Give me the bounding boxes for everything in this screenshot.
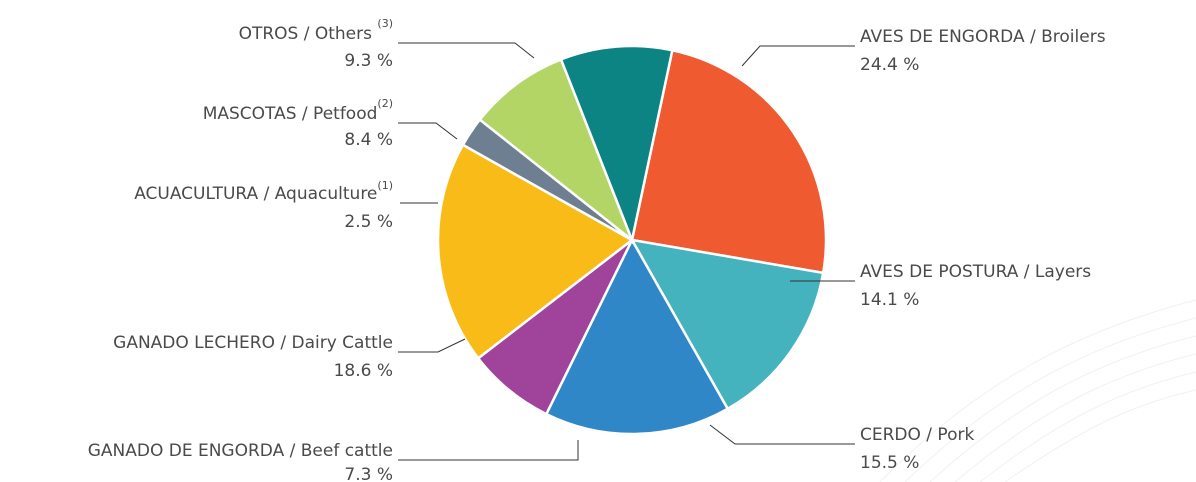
slice-name-pork: CERDO / Pork	[860, 425, 974, 445]
footnote-marker-petfood: (2)	[377, 97, 393, 110]
slice-value-beef-cattle: 7.3 %	[344, 465, 393, 482]
slice-label-petfood: MASCOTAS / Petfood(2)	[203, 97, 393, 124]
slice-pork	[544, 237, 730, 436]
slice-label-layers: AVES DE POSTURA / Layers	[860, 262, 1091, 282]
slice-value-aquaculture: 2.5 %	[344, 212, 393, 232]
slice-name-petfood: MASCOTAS / Petfood	[203, 104, 378, 124]
slice-name-layers: AVES DE POSTURA / Layers	[860, 262, 1091, 282]
slice-label-others: OTROS / Others (3)	[239, 17, 393, 44]
slice-name-aquaculture: ACUACULTURA / Aquaculture	[134, 184, 377, 204]
slice-name-others: OTROS / Others	[239, 24, 378, 44]
pie-slices	[436, 44, 828, 436]
slice-label-aquaculture: ACUACULTURA / Aquaculture(1)	[134, 179, 393, 204]
slice-value-dairy-cattle: 18.6 %	[334, 361, 393, 381]
slice-label-broilers: AVES DE ENGORDA / Broilers	[860, 27, 1106, 47]
background-waves	[879, 299, 1196, 482]
slice-label-dairy-cattle: GANADO LECHERO / Dairy Cattle	[113, 333, 393, 353]
slice-others	[559, 44, 674, 245]
slice-name-beef-cattle: GANADO DE ENGORDA / Beef cattle	[88, 441, 393, 461]
leader-line-petfood	[398, 122, 458, 140]
slice-petfood	[478, 57, 635, 244]
footnote-marker-others: (3)	[377, 17, 393, 30]
slice-broilers	[630, 48, 828, 275]
slice-value-others: 9.3 %	[344, 51, 393, 71]
slice-name-broilers: AVES DE ENGORDA / Broilers	[860, 27, 1106, 47]
leader-line-beef-cattle	[398, 440, 579, 461]
slice-value-pork: 15.5 %	[860, 453, 919, 473]
slice-layers	[629, 238, 825, 411]
slice-dairy-cattle	[436, 143, 635, 360]
leader-line-pork	[709, 424, 855, 445]
leader-line-dairy-cattle	[398, 338, 466, 353]
footnote-marker-aquaculture: (1)	[377, 179, 393, 192]
slice-labels: AVES DE ENGORDA / Broilers 24.4 % AVES DE …	[88, 17, 1106, 482]
slice-value-petfood: 8.4 %	[344, 130, 393, 150]
slice-value-layers: 14.1 %	[860, 290, 919, 310]
slice-label-beef-cattle: GANADO DE ENGORDA / Beef cattle	[88, 441, 393, 461]
slice-name-dairy-cattle: GANADO LECHERO / Dairy Cattle	[113, 333, 393, 353]
leader-line-broilers	[741, 45, 855, 67]
leader-lines	[398, 42, 855, 461]
slice-label-pork: CERDO / Pork	[860, 425, 974, 445]
leader-line-others	[398, 42, 535, 59]
slice-value-broilers: 24.4 %	[860, 55, 919, 75]
